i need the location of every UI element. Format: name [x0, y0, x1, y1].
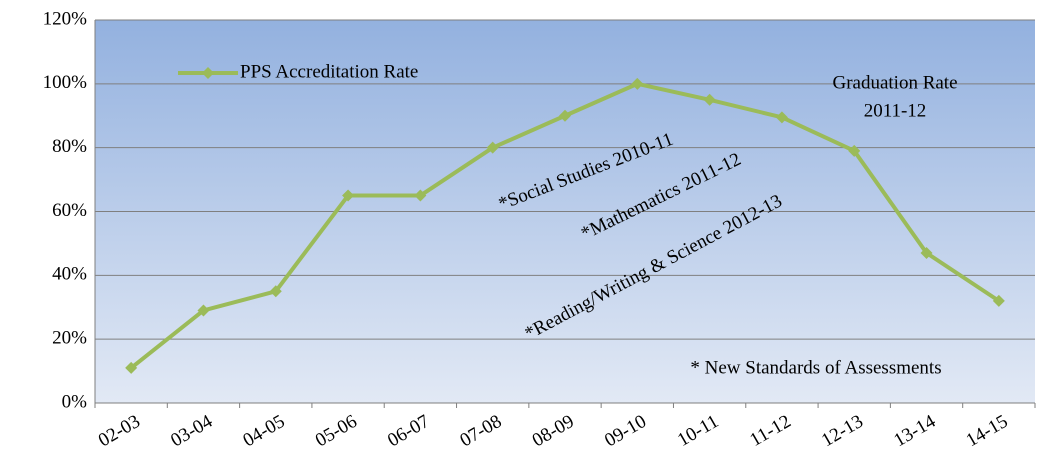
- x-tick-label: 06-07: [384, 411, 433, 451]
- x-tick-label: 10-11: [674, 411, 722, 451]
- annotation: Graduation Rate: [832, 72, 957, 93]
- data-point: [342, 189, 355, 202]
- y-tick-label: 100%: [43, 72, 88, 93]
- y-tick-label: 20%: [52, 328, 87, 349]
- x-tick-label: 08-09: [529, 411, 578, 451]
- legend-label: PPS Accreditation Rate: [240, 61, 418, 82]
- x-tick-label: 05-06: [312, 411, 361, 451]
- data-point: [703, 93, 716, 106]
- data-point: [848, 144, 861, 157]
- annotation: * New Standards of Assessments: [690, 357, 941, 378]
- data-point: [775, 111, 788, 124]
- x-tick-label: 03-04: [167, 411, 216, 452]
- data-point: [486, 141, 499, 154]
- x-tick-label: 12-13: [818, 411, 867, 451]
- x-tick-label: 14-15: [963, 411, 1012, 451]
- data-point: [269, 285, 282, 298]
- data-point: [920, 246, 933, 259]
- y-tick-label: 80%: [52, 136, 87, 157]
- data-point: [125, 361, 138, 374]
- x-tick-label: 11-12: [746, 411, 794, 451]
- y-tick-label: 0%: [62, 391, 88, 412]
- x-tick-label: 13-14: [890, 411, 939, 452]
- y-tick-label: 40%: [52, 264, 87, 285]
- y-tick-label: 120%: [43, 8, 88, 29]
- x-tick-label: 09-10: [601, 411, 650, 451]
- annotation: 2011-12: [864, 100, 927, 121]
- data-point: [631, 77, 644, 90]
- x-tick-label: 04-05: [240, 411, 289, 451]
- data-point: [414, 189, 427, 202]
- x-tick-label: 07-08: [456, 411, 505, 451]
- data-point: [197, 304, 210, 317]
- legend-marker: [202, 67, 214, 79]
- y-tick-label: 60%: [52, 200, 87, 221]
- data-point: [992, 294, 1005, 307]
- data-point: [559, 109, 571, 122]
- x-tick-label: 02-03: [95, 411, 144, 451]
